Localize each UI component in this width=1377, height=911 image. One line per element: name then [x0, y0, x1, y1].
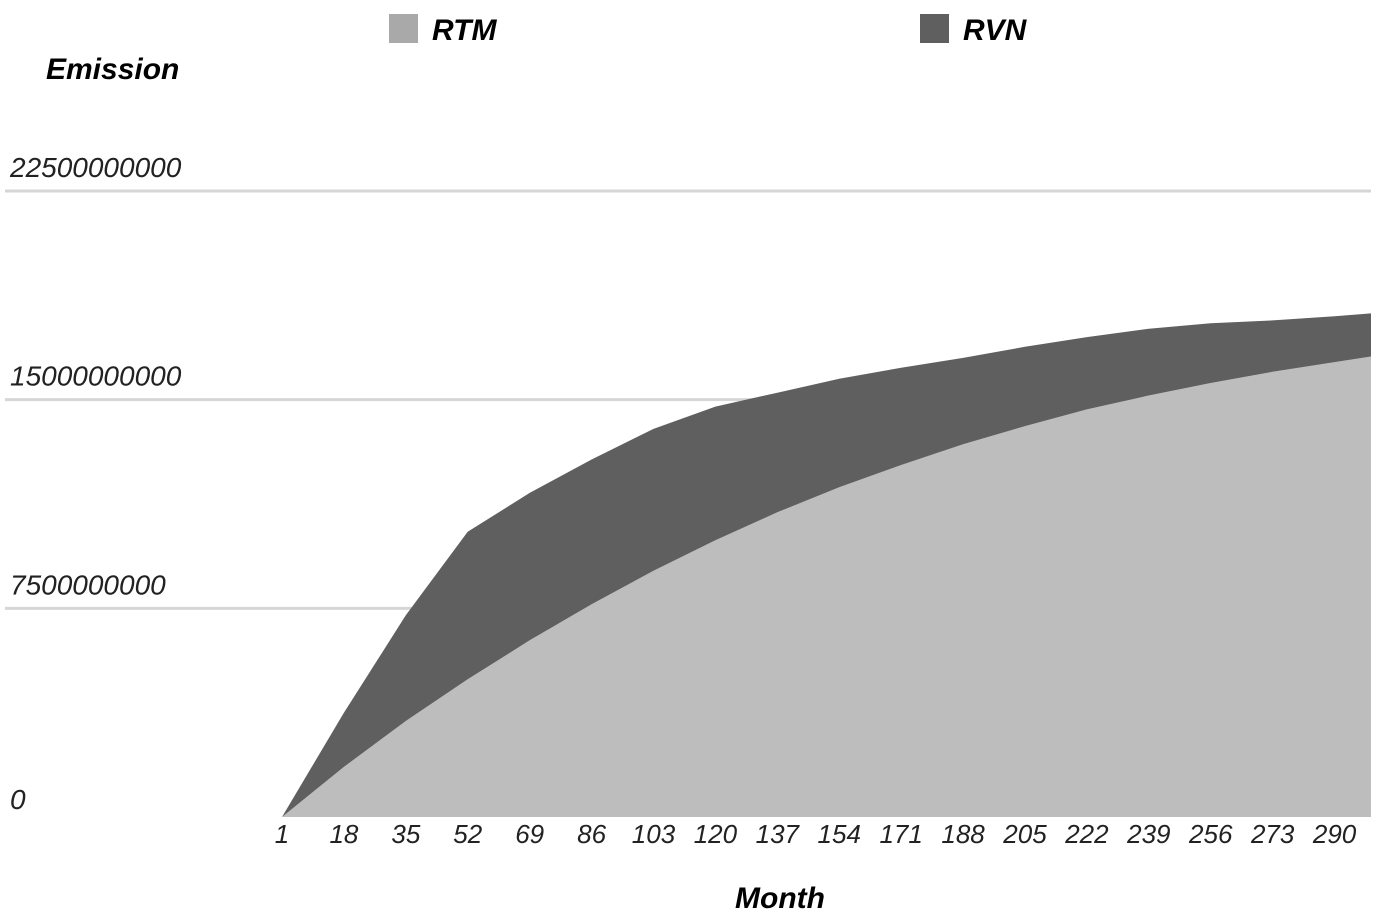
y-tick-label: 7500000000 — [10, 569, 166, 600]
x-tick-label: 137 — [756, 819, 801, 849]
x-tick-label: 273 — [1250, 819, 1295, 849]
x-tick-label: 171 — [879, 819, 922, 849]
x-axis-title: Month — [735, 882, 825, 911]
x-tick-label: 103 — [632, 819, 676, 849]
legend-label-rtm: RTM — [432, 14, 497, 47]
y-tick-label: 0 — [10, 784, 26, 815]
y-tick-label: 15000000000 — [10, 361, 182, 392]
y-tick-label: 22500000000 — [9, 152, 182, 183]
legend-swatch-rvn — [920, 14, 949, 43]
x-tick-label: 18 — [329, 819, 358, 849]
y-axis-title: Emission — [46, 53, 179, 86]
x-tick-label: 256 — [1188, 819, 1233, 849]
x-tick-label: 69 — [515, 819, 544, 849]
x-tick-labels: 1 18 35 52 69 86 103 120 137 154 171 188 205 222 239 25… — [275, 819, 1357, 849]
x-tick-label: 35 — [391, 819, 420, 849]
legend-swatch-rtm — [389, 14, 418, 43]
x-tick-label: 52 — [453, 819, 482, 849]
x-tick-label: 120 — [694, 819, 738, 849]
x-tick-label: 154 — [818, 819, 861, 849]
x-tick-label: 188 — [941, 819, 985, 849]
x-tick-label: 290 — [1312, 819, 1357, 849]
legend-label-rvn: RVN — [963, 14, 1028, 47]
x-tick-label: 86 — [577, 819, 606, 849]
x-tick-label: 222 — [1064, 819, 1109, 849]
y-tick-labels: 0 7500000000 15000000000 22500000000 — [9, 152, 182, 815]
legend: RTM RVN — [389, 14, 1028, 47]
x-tick-label: 239 — [1126, 819, 1170, 849]
x-tick-label: 1 — [275, 819, 289, 849]
area-series — [282, 313, 1371, 817]
area-rtm — [282, 356, 1371, 817]
area-rvn — [282, 313, 1371, 817]
x-tick-label: 205 — [1002, 819, 1047, 849]
